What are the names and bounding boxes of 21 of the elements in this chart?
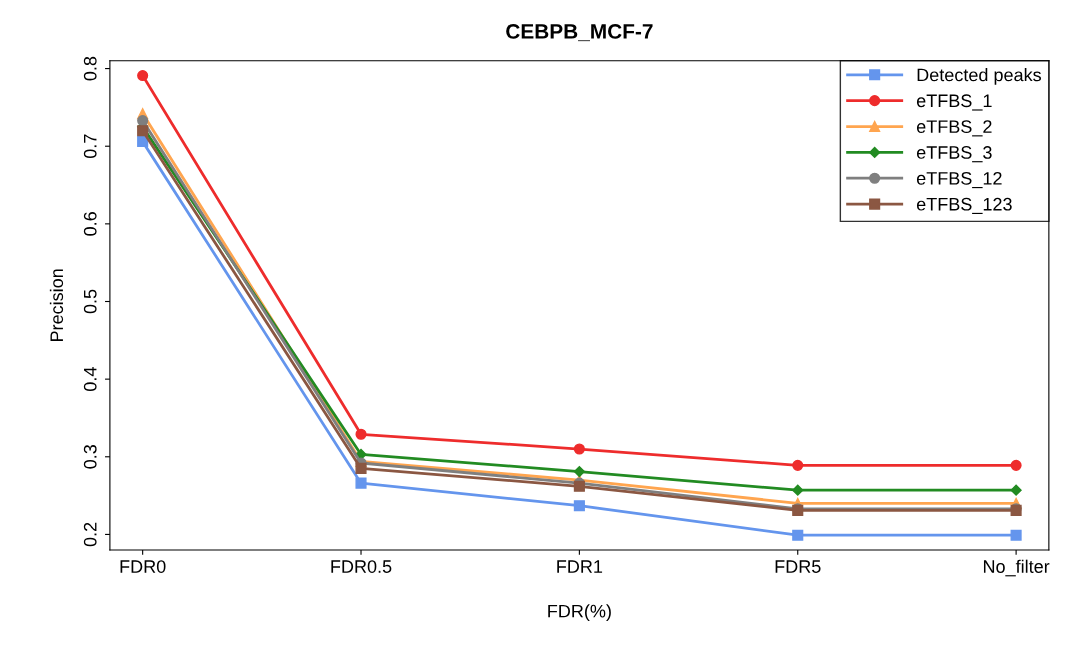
legend-label: eTFBS_1 xyxy=(916,94,992,111)
y-tick-label: 0.4 xyxy=(83,367,97,391)
y-tick-label: 0.5 xyxy=(83,289,97,314)
x-tick-label: FDR0 xyxy=(120,560,166,573)
legend-label: eTFBS_12 xyxy=(916,171,1002,189)
y-tick-label: 0.6 xyxy=(83,212,97,236)
x-tick-label: FDR5 xyxy=(775,560,821,573)
chart-title: CEBPB_MCF-7 xyxy=(506,24,653,42)
y-tick-label: 0.8 xyxy=(83,56,97,81)
x-tick-label: FDR0.5 xyxy=(331,560,392,573)
y-tick-label: 0.7 xyxy=(83,134,97,159)
y-tick-label: 0.2 xyxy=(83,522,97,547)
x-tick-label: No_filter xyxy=(983,559,1050,577)
x-tick-label: FDR1 xyxy=(557,560,603,573)
legend-label: eTFBS_123 xyxy=(916,197,1012,214)
legend-label: Detected peaks xyxy=(917,68,1041,85)
legend-label: eTFBS_2 xyxy=(916,120,992,137)
legend-label: eTFBS_3 xyxy=(916,146,992,163)
y-tick-label: 0.3 xyxy=(83,445,97,469)
x-axis-title: FDR(%) xyxy=(548,604,611,622)
y-axis-title: Precision xyxy=(49,269,64,342)
